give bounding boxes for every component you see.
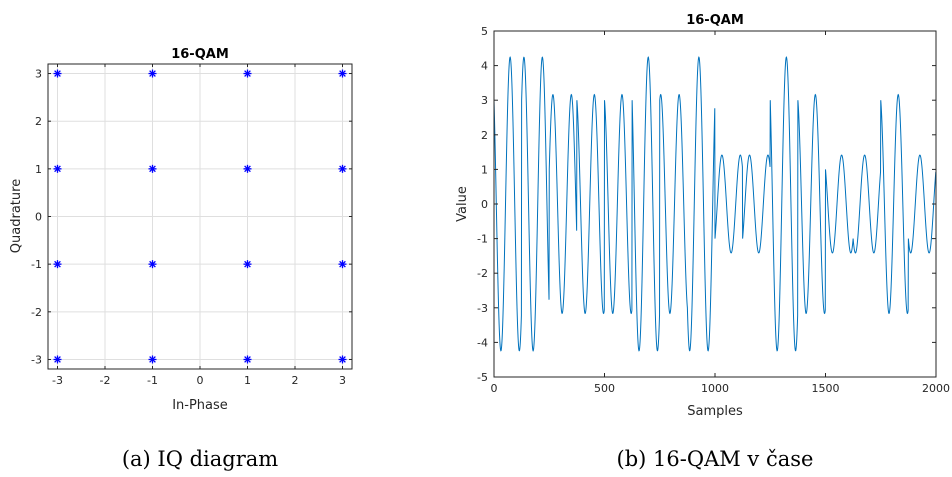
iq-x-tick-label: 3 <box>339 374 346 387</box>
iq-point-stroke <box>54 260 61 268</box>
time-y-tick-label: 3 <box>481 94 488 107</box>
time-x-tick-labels: 0 500 1000 1500 2000 <box>491 382 951 395</box>
iq-y-tick-label: 1 <box>35 163 42 176</box>
iq-point-stroke <box>149 165 156 173</box>
iq-y-axis-label: Quadrature <box>9 179 24 253</box>
iq-x-tick-label: -2 <box>100 374 111 387</box>
iq-point <box>148 355 157 364</box>
iq-y-tick-label: -3 <box>31 353 42 366</box>
time-y-tick-label: 1 <box>481 163 488 176</box>
iq-y-tick-label: 2 <box>35 115 42 128</box>
iq-y-tick-labels: -3 -2 -1 0 1 2 3 <box>31 68 42 367</box>
iq-point <box>243 260 252 269</box>
time-x-tick-label: 2000 <box>922 382 950 395</box>
iq-point <box>338 355 347 364</box>
iq-point-stroke <box>149 260 156 268</box>
iq-x-axis-label: In-Phase <box>172 398 228 413</box>
iq-point <box>53 69 62 78</box>
iq-point-stroke <box>54 165 61 173</box>
time-series-line <box>493 56 937 352</box>
iq-point-stroke <box>54 70 61 77</box>
iq-point <box>338 260 347 269</box>
time-y-tick-label: -1 <box>477 233 488 246</box>
iq-point <box>53 355 62 364</box>
time-y-tick-label: 2 <box>481 129 488 142</box>
time-x-tick-label: 0 <box>491 382 498 395</box>
iq-point-stroke <box>339 356 346 363</box>
time-y-tick-label: -3 <box>477 302 488 315</box>
time-chart-title: 16-QAM <box>686 13 744 28</box>
iq-y-tick-label: -1 <box>31 258 42 271</box>
iq-y-tick-label: 3 <box>35 68 42 81</box>
iq-caption: (a) IQ diagram <box>122 447 278 471</box>
time-x-tick-label: 500 <box>594 382 615 395</box>
iq-x-tick-label: 0 <box>197 374 204 387</box>
iq-point <box>148 260 157 269</box>
iq-chart-title: 16-QAM <box>171 47 229 62</box>
time-y-tick-label: 0 <box>481 198 488 211</box>
iq-diagram-chart: -3 -2 -1 0 1 2 3 -3 -2 -1 0 1 2 3 16-QAM In-Phase Qu… <box>9 47 353 471</box>
time-domain-chart: 0 500 1000 1500 2000 5 4 3 2 1 0 -1 -2 -3 -4 -5 16-QAM… <box>455 13 950 471</box>
iq-point <box>53 164 62 173</box>
iq-point <box>338 164 347 173</box>
iq-x-tick-label: 2 <box>292 374 299 387</box>
iq-point-stroke <box>149 70 156 77</box>
iq-point-stroke <box>339 165 346 173</box>
iq-point <box>148 69 157 78</box>
iq-y-tick-label: -2 <box>31 306 42 319</box>
time-x-tick-label: 1000 <box>701 382 729 395</box>
time-y-tick-label: 4 <box>481 60 488 73</box>
time-x-axis-label: Samples <box>687 404 743 419</box>
iq-point-stroke <box>244 260 251 268</box>
iq-point <box>243 164 252 173</box>
iq-x-tick-label: -3 <box>52 374 63 387</box>
iq-point-stroke <box>244 70 251 77</box>
time-y-axis-label: Value <box>455 186 470 222</box>
iq-point <box>243 355 252 364</box>
iq-point-stroke <box>244 165 251 173</box>
iq-point-stroke <box>149 356 156 363</box>
iq-point-stroke <box>339 70 346 77</box>
time-y-tick-label: -2 <box>477 267 488 280</box>
time-y-tick-labels: 5 4 3 2 1 0 -1 -2 -3 -4 -5 <box>477 25 488 384</box>
iq-x-tick-label: -1 <box>147 374 158 387</box>
iq-grid <box>48 64 352 369</box>
iq-point <box>243 69 252 78</box>
time-y-tick-label: -4 <box>477 336 488 349</box>
time-tick-marks <box>493 30 937 378</box>
iq-tick-marks <box>48 64 352 369</box>
iq-point <box>338 69 347 78</box>
iq-point <box>53 260 62 269</box>
iq-point-stroke <box>54 356 61 363</box>
time-y-tick-label: -5 <box>477 371 488 384</box>
iq-point <box>148 164 157 173</box>
iq-point-stroke <box>339 260 346 268</box>
iq-point-stroke <box>244 356 251 363</box>
iq-constellation-points <box>53 69 347 364</box>
iq-y-tick-label: 0 <box>35 211 42 224</box>
iq-x-tick-labels: -3 -2 -1 0 1 2 3 <box>52 374 346 387</box>
iq-x-tick-label: 1 <box>244 374 251 387</box>
time-y-tick-label: 5 <box>481 25 488 38</box>
time-caption: (b) 16-QAM v čase <box>617 447 814 471</box>
time-x-tick-label: 1500 <box>812 382 840 395</box>
